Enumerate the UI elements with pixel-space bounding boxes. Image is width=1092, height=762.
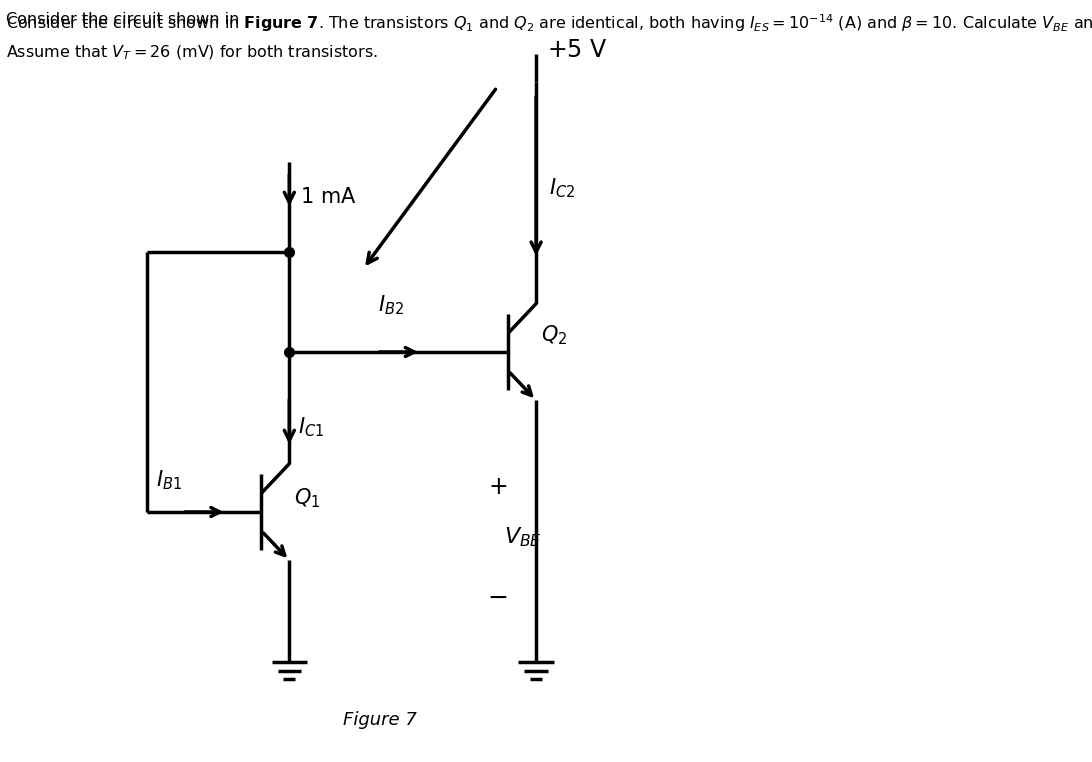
Text: $I_{B1}$: $I_{B1}$ [156,469,182,492]
Text: $Q_2$: $Q_2$ [541,323,567,347]
Text: $I_{C2}$: $I_{C2}$ [548,176,574,200]
Text: Consider the circuit shown in $\bf{Figure\ 7}$. The transistors $Q_1$ and $Q_2$ : Consider the circuit shown in $\bf{Figur… [5,12,1092,34]
Text: $Q_1$: $Q_1$ [294,486,320,510]
Text: Figure 7: Figure 7 [343,711,417,729]
Text: $1\ \mathrm{mA}$: $1\ \mathrm{mA}$ [300,187,357,207]
Text: $-$: $-$ [487,585,508,609]
Text: $I_{C1}$: $I_{C1}$ [298,415,324,439]
Text: Assume that $V_T = 26$ (mV) for both transistors.: Assume that $V_T = 26$ (mV) for both tra… [5,44,378,62]
Text: $+$: $+$ [487,475,507,499]
Text: $I_{B2}$: $I_{B2}$ [379,293,404,317]
Text: Consider the circuit shown in: Consider the circuit shown in [5,12,245,27]
Text: $V_{BE}$: $V_{BE}$ [505,526,542,549]
Text: $+5\ \mathrm{V}$: $+5\ \mathrm{V}$ [547,38,607,62]
